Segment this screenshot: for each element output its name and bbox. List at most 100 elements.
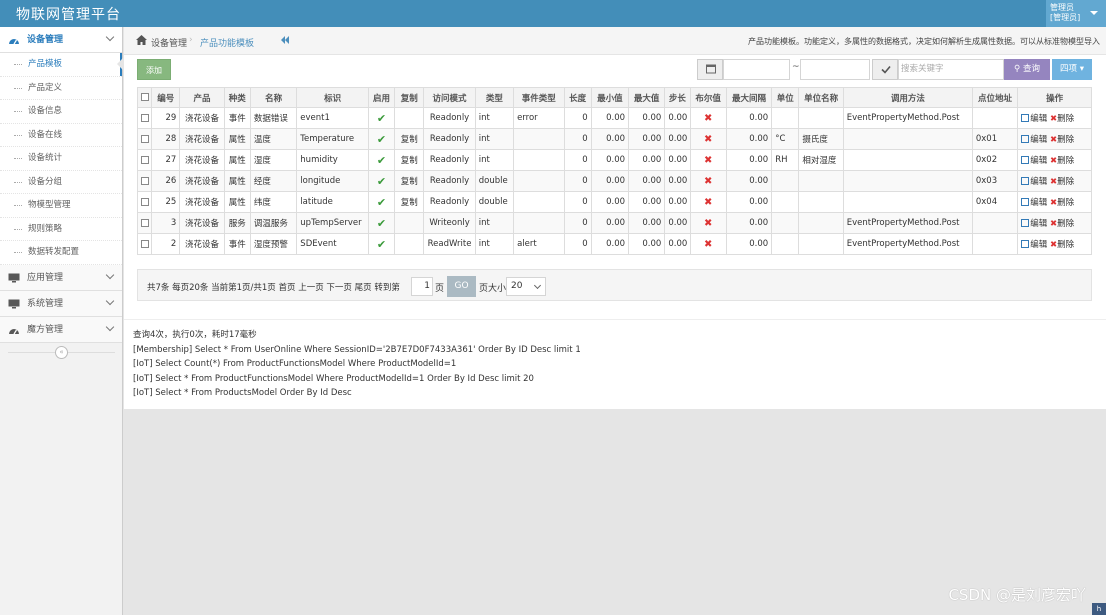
column-header[interactable]: 编号 <box>151 87 181 108</box>
column-header[interactable]: 种类 <box>223 87 251 108</box>
cross-icon: ✖ <box>703 217 713 229</box>
select-all-checkbox[interactable] <box>136 87 153 108</box>
column-header[interactable]: 标识 <box>296 87 369 108</box>
column-header[interactable]: 布尔值 <box>689 87 727 108</box>
delete-link[interactable]: ✖删除 <box>1050 114 1074 124</box>
row-checkbox[interactable] <box>136 149 153 171</box>
go-button[interactable]: GO <box>447 276 476 297</box>
check-button[interactable] <box>872 59 898 80</box>
cell-copy[interactable]: 复制 <box>394 149 425 171</box>
table-row[interactable]: 27 浇花设备 属性 湿度 humidity ✔ 复制 Readonly int 0 0.00 0.0… <box>136 149 1092 171</box>
sidebar-item-product-template[interactable]: 产品模板 <box>0 53 123 77</box>
sidebar-item-product-definition[interactable]: 产品定义 <box>0 77 122 100</box>
edit-link[interactable]: 编辑 <box>1021 198 1047 208</box>
delete-link[interactable]: ✖删除 <box>1050 240 1074 250</box>
table-row[interactable]: 26 浇花设备 属性 经度 longitude ✔ 复制 Readonly double 0 0.0… <box>136 170 1092 192</box>
column-header[interactable]: 最大值 <box>628 87 666 108</box>
delete-icon: ✖ <box>1049 240 1058 250</box>
cell-ident: SDEvent <box>296 233 369 255</box>
column-header[interactable]: 访问模式 <box>423 87 476 108</box>
cross-icon: ✖ <box>703 196 713 208</box>
cell-product[interactable]: 浇花设备 <box>179 212 225 234</box>
sidebar-item-device-stats[interactable]: 设备统计 <box>0 147 122 171</box>
cell-copy[interactable] <box>394 233 425 255</box>
search-input[interactable]: 搜索关键字 <box>898 59 1004 80</box>
sidebar-group-device[interactable]: 设备管理 <box>0 27 122 53</box>
column-header[interactable]: 长度 <box>563 87 592 108</box>
breadcrumb-device-management[interactable]: 设备管理 <box>151 39 188 49</box>
cell-copy[interactable]: 复制 <box>394 170 425 192</box>
column-header[interactable]: 单位 <box>771 87 800 108</box>
sidebar-item-thing-model[interactable]: 物模型管理 <box>0 194 122 218</box>
column-header[interactable]: 启用 <box>367 87 396 108</box>
row-actions: 编辑 ✖删除 <box>1017 233 1092 255</box>
row-checkbox[interactable] <box>136 212 153 234</box>
edit-link[interactable]: 编辑 <box>1021 240 1047 250</box>
sidebar-group-cube[interactable]: 魔方管理 <box>0 316 122 343</box>
row-checkbox[interactable] <box>136 191 153 213</box>
column-header[interactable]: 复制 <box>394 87 425 108</box>
cell-product[interactable]: 浇花设备 <box>179 149 225 171</box>
sidebar-group-system[interactable]: 系统管理 <box>0 290 122 317</box>
table-row[interactable]: 28 浇花设备 属性 温度 Temperature ✔ 复制 Readonly int 0 0.00… <box>136 128 1092 150</box>
column-header[interactable]: 步长 <box>664 87 691 108</box>
delete-link[interactable]: ✖删除 <box>1050 156 1074 166</box>
page-size-select[interactable]: 20 <box>506 277 546 296</box>
edit-link[interactable]: 编辑 <box>1021 135 1047 145</box>
cell-product[interactable]: 浇花设备 <box>179 233 225 255</box>
end-date-input[interactable] <box>800 59 870 80</box>
home-icon[interactable] <box>136 35 147 45</box>
cell-copy[interactable]: 复制 <box>394 128 425 150</box>
log-line: [IoT] Select * From ProductsModel Order … <box>133 388 352 398</box>
delete-link[interactable]: ✖删除 <box>1050 219 1074 229</box>
add-button[interactable]: 添加 <box>137 59 171 80</box>
start-date-input[interactable] <box>723 59 790 80</box>
collapse-toggle-icon[interactable]: « <box>55 346 68 359</box>
column-header[interactable]: 调用方法 <box>842 87 973 108</box>
table-row[interactable]: 25 浇花设备 属性 纬度 latitude ✔ 复制 Readonly double 0 0.00… <box>136 191 1092 213</box>
column-header[interactable]: 类型 <box>474 87 515 108</box>
cell-copy[interactable] <box>394 107 425 129</box>
edit-link[interactable]: 编辑 <box>1021 156 1047 166</box>
column-header[interactable]: 产品 <box>179 87 225 108</box>
row-checkbox[interactable] <box>136 128 153 150</box>
sidebar-item-rules[interactable]: 规则策略 <box>0 218 122 241</box>
edit-link[interactable]: 编辑 <box>1021 114 1047 124</box>
delete-link[interactable]: ✖删除 <box>1050 135 1074 145</box>
column-header[interactable]: 最大间隔 <box>725 87 773 108</box>
table-row[interactable]: 29 浇花设备 事件 数据错误 event1 ✔ Readonly int error 0 0.00… <box>136 107 1092 129</box>
sidebar-group-app[interactable]: 应用管理 <box>0 264 122 291</box>
delete-link[interactable]: ✖删除 <box>1050 198 1074 208</box>
sidebar-item-data-forward[interactable]: 数据转发配置 <box>0 241 122 265</box>
sidebar-item-device-info[interactable]: 设备信息 <box>0 100 122 124</box>
column-header[interactable]: 事件类型 <box>513 87 565 108</box>
calendar-button[interactable] <box>697 59 723 80</box>
query-button[interactable]: ⚲ 查询 <box>1004 59 1050 80</box>
sidebar-item-device-group[interactable]: 设备分组 <box>0 171 122 194</box>
column-header[interactable]: 点位地址 <box>971 87 1019 108</box>
table-row[interactable]: 2 浇花设备 事件 湿度预警 SDEvent ✔ ReadWrite int alert 0 0.0… <box>136 233 1092 255</box>
user-menu[interactable]: 管理员 [管理员] <box>1046 0 1106 27</box>
cell-copy[interactable]: 复制 <box>394 191 425 213</box>
edit-link[interactable]: 编辑 <box>1021 219 1047 229</box>
export-dropdown-button[interactable]: 四项 ▾ <box>1052 59 1092 80</box>
delete-link[interactable]: ✖删除 <box>1050 177 1074 187</box>
edit-link[interactable]: 编辑 <box>1021 177 1047 187</box>
cell-product[interactable]: 浇花设备 <box>179 107 225 129</box>
cell-copy[interactable] <box>394 212 425 234</box>
row-checkbox[interactable] <box>136 170 153 192</box>
double-left-arrow-icon[interactable] <box>280 35 290 45</box>
column-header[interactable]: 最小值 <box>590 87 630 108</box>
row-checkbox[interactable] <box>136 107 153 129</box>
column-header[interactable]: 单位名称 <box>798 87 844 108</box>
page-number-input[interactable]: 1 <box>411 277 433 296</box>
cell-method <box>842 128 973 150</box>
cell-product[interactable]: 浇花设备 <box>179 191 225 213</box>
column-header[interactable]: 名称 <box>249 87 298 108</box>
cell-product[interactable]: 浇花设备 <box>179 170 225 192</box>
cell-id: 3 <box>151 212 181 234</box>
sidebar-item-device-online[interactable]: 设备在线 <box>0 124 122 147</box>
table-row[interactable]: 3 浇花设备 服务 调温服务 upTempServer ✔ Writeonly int 0 0.0… <box>136 212 1092 234</box>
cell-product[interactable]: 浇花设备 <box>179 128 225 150</box>
row-checkbox[interactable] <box>136 233 153 255</box>
